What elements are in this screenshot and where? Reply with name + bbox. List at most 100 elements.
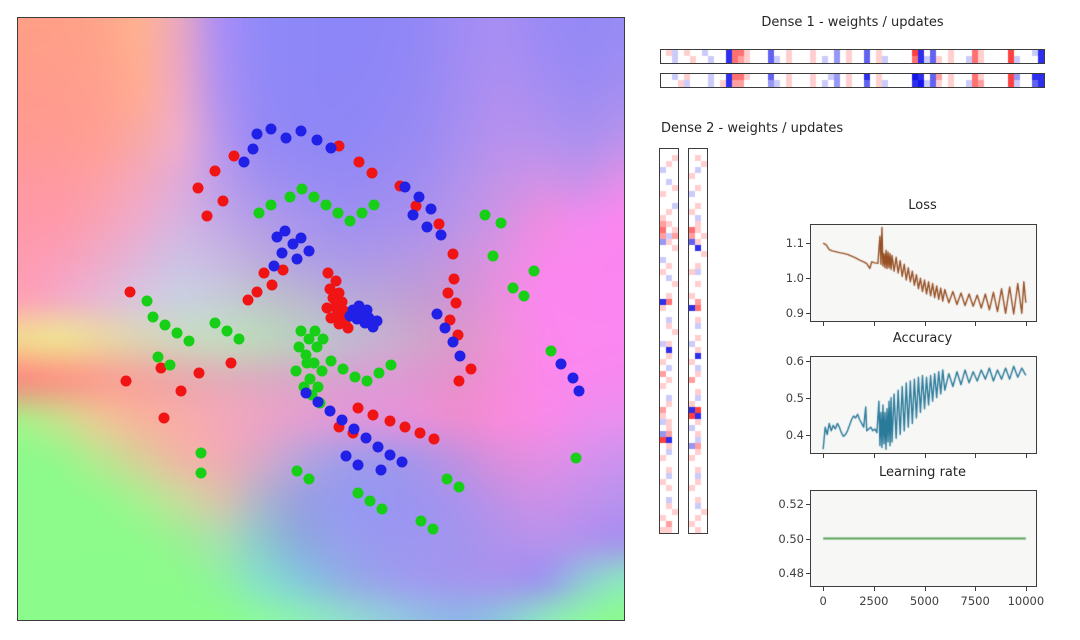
data-point-class-blue bbox=[360, 432, 372, 444]
data-point-class-blue bbox=[279, 225, 291, 237]
learning-rate-ytick-mark bbox=[806, 538, 810, 540]
data-point-class-blue bbox=[247, 143, 259, 155]
data-point-class-red bbox=[414, 427, 426, 439]
data-point-class-blue bbox=[351, 313, 363, 325]
learning-rate-ytick-label: 0.52 bbox=[778, 497, 804, 512]
data-point-class-green bbox=[376, 503, 388, 515]
data-point-class-red bbox=[442, 287, 454, 299]
data-point-class-blue bbox=[352, 459, 364, 471]
dense1-title: Dense 1 - weights / updates bbox=[761, 15, 944, 30]
data-point-class-red bbox=[277, 264, 289, 276]
learning-rate-xtick-label: 2500 bbox=[859, 594, 889, 608]
data-point-class-green bbox=[316, 365, 328, 377]
data-point-class-red bbox=[338, 305, 350, 317]
data-point-class-blue bbox=[439, 322, 451, 334]
loss-ytick-mark bbox=[806, 313, 810, 315]
loss-xtick-mark bbox=[1025, 322, 1027, 326]
data-point-class-red bbox=[410, 200, 422, 212]
learning-rate-ytick-label: 0.48 bbox=[778, 565, 804, 580]
data-point-class-red bbox=[327, 292, 339, 304]
data-point-class-green bbox=[545, 345, 557, 357]
learning-rate-xtick-label: 5000 bbox=[909, 594, 940, 608]
data-point-class-green bbox=[311, 341, 323, 353]
data-point-class-blue bbox=[287, 238, 299, 250]
learning-rate-ytick-mark bbox=[806, 572, 810, 574]
data-point-class-red bbox=[329, 301, 341, 313]
accuracy-ytick-label: 0.5 bbox=[785, 390, 804, 405]
data-point-class-green bbox=[290, 365, 302, 377]
loss-xtick-mark bbox=[975, 322, 977, 326]
dense1-weights-heatmap bbox=[660, 49, 1045, 64]
data-point-class-red bbox=[333, 421, 345, 433]
data-point-class-blue bbox=[311, 134, 323, 146]
learning-rate-axes bbox=[810, 490, 1037, 587]
data-point-class-red bbox=[399, 421, 411, 433]
data-point-class-blue bbox=[375, 464, 387, 476]
data-point-class-green bbox=[195, 447, 207, 459]
learning-rate-xtick-label: 0 bbox=[819, 594, 827, 608]
data-point-class-red bbox=[228, 150, 240, 162]
data-point-class-red bbox=[266, 279, 278, 291]
data-point-class-green bbox=[152, 351, 164, 363]
accuracy-chart: Accuracy 0.6 0.5 0.4 bbox=[768, 331, 1040, 461]
data-point-class-red bbox=[428, 433, 440, 445]
data-point-class-red bbox=[444, 314, 456, 326]
data-point-class-blue bbox=[312, 396, 324, 408]
data-point-class-red bbox=[324, 283, 336, 295]
data-point-class-green bbox=[312, 381, 324, 393]
data-point-class-green bbox=[368, 199, 380, 211]
data-point-class-green bbox=[253, 207, 265, 219]
data-point-class-red bbox=[367, 409, 379, 421]
data-point-class-blue bbox=[271, 231, 283, 243]
data-point-class-blue bbox=[407, 209, 419, 221]
data-point-class-green bbox=[147, 311, 159, 323]
data-point-class-blue bbox=[324, 405, 336, 417]
accuracy-xtick-mark bbox=[873, 454, 875, 458]
loss-ytick-mark bbox=[806, 243, 810, 245]
data-point-class-green bbox=[209, 317, 221, 329]
data-point-class-red bbox=[330, 275, 342, 287]
data-point-class-green bbox=[427, 523, 439, 535]
accuracy-title: Accuracy bbox=[892, 331, 953, 346]
data-point-class-blue bbox=[325, 142, 337, 154]
data-point-class-blue bbox=[399, 181, 411, 193]
data-point-class-blue bbox=[447, 336, 459, 348]
data-point-class-green bbox=[233, 333, 245, 345]
data-point-class-green bbox=[332, 207, 344, 219]
data-point-class-blue bbox=[355, 308, 367, 320]
data-point-class-red bbox=[242, 294, 254, 306]
data-point-class-green bbox=[570, 452, 582, 464]
loss-chart: Loss 1.1 1.0 0.9 bbox=[768, 198, 1040, 330]
data-point-class-red bbox=[452, 329, 464, 341]
data-point-class-green bbox=[373, 367, 385, 379]
data-point-class-green bbox=[183, 335, 195, 347]
learning-rate-ytick-mark bbox=[806, 504, 810, 506]
dense2-updates-heatmap bbox=[688, 148, 708, 534]
data-point-class-green bbox=[164, 359, 176, 371]
accuracy-xtick-mark bbox=[823, 454, 825, 458]
data-point-class-green bbox=[303, 333, 315, 345]
data-point-class-blue bbox=[276, 247, 288, 259]
data-point-class-red bbox=[333, 287, 345, 299]
data-point-class-green bbox=[308, 191, 320, 203]
data-point-class-red bbox=[120, 375, 132, 387]
data-point-class-green bbox=[479, 209, 491, 221]
data-point-class-red bbox=[366, 167, 378, 179]
data-point-class-green bbox=[317, 333, 329, 345]
data-point-class-green bbox=[349, 371, 361, 383]
data-point-class-green bbox=[306, 389, 318, 401]
data-point-class-red bbox=[251, 286, 263, 298]
data-point-class-red bbox=[258, 267, 270, 279]
data-point-class-blue bbox=[238, 156, 250, 168]
data-point-class-green bbox=[337, 363, 349, 375]
data-point-class-green bbox=[320, 199, 332, 211]
data-point-class-green bbox=[298, 381, 310, 393]
data-point-class-green bbox=[303, 473, 315, 485]
loss-xtick-mark bbox=[823, 322, 825, 326]
accuracy-ytick-mark bbox=[806, 434, 810, 436]
data-point-class-red bbox=[217, 195, 229, 207]
data-point-class-red bbox=[124, 286, 136, 298]
data-point-class-green bbox=[304, 373, 316, 385]
data-point-class-green bbox=[293, 341, 305, 353]
